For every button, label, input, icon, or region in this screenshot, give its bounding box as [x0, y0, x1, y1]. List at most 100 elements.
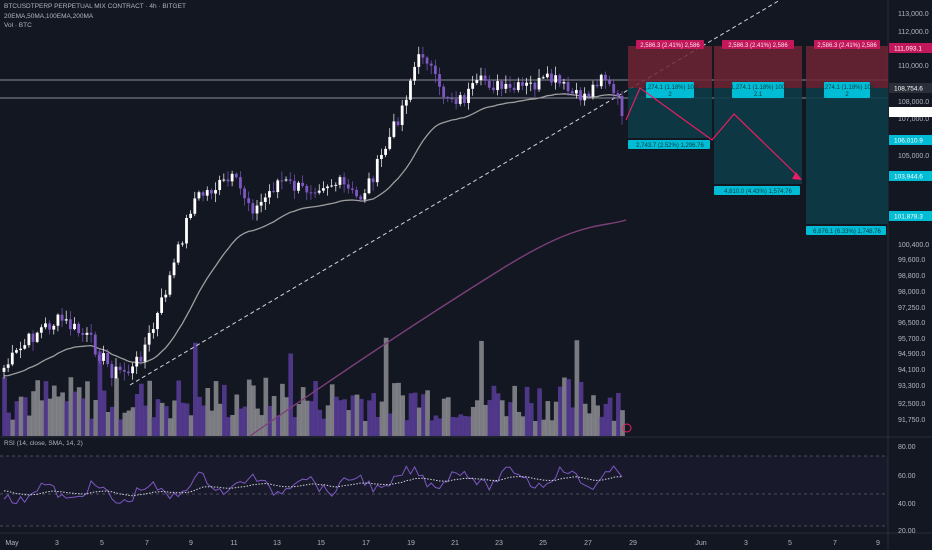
stop-zone-3	[806, 46, 888, 88]
candle-body	[168, 275, 172, 295]
rsi-tick-2: 40.00	[898, 501, 916, 508]
candle-body	[342, 177, 346, 185]
volume-bar	[147, 380, 153, 436]
volume-bar	[81, 398, 86, 436]
volume-bar	[367, 400, 372, 436]
volume-bar	[122, 412, 128, 436]
volume-bar	[371, 393, 376, 436]
volume-bar	[97, 351, 103, 436]
drawings-layer[interactable]: 2,586.3 (2.41%) 2,586 1,274.1 (1.18%) 100…	[625, 40, 888, 235]
candle-body	[454, 99, 458, 104]
candle-body	[77, 323, 81, 334]
candle-body	[218, 179, 222, 191]
candle-body	[521, 82, 524, 86]
candle-body	[222, 179, 226, 181]
candle-body	[39, 327, 43, 333]
volume-bar	[271, 395, 277, 436]
candle-body	[176, 244, 180, 263]
volume-bar	[126, 410, 132, 436]
stop-label-bg-1	[636, 40, 704, 49]
volume-bar	[454, 417, 459, 436]
candle-body	[297, 182, 300, 191]
candle-body	[380, 154, 383, 159]
volume-bar	[296, 404, 302, 436]
volume-bar	[226, 417, 231, 436]
volume-bar	[603, 403, 609, 436]
candle-body	[6, 364, 10, 368]
candle-body	[321, 188, 325, 191]
ema-line	[3, 93, 623, 377]
entry-label-bg-2	[732, 82, 784, 98]
volume-bar	[329, 384, 335, 436]
volume-bar	[172, 400, 177, 436]
volume-bar	[404, 420, 410, 436]
volume-bar	[292, 417, 298, 436]
volume-bar	[450, 416, 455, 436]
time-tick-6: 13	[273, 540, 281, 547]
candle-body	[110, 364, 114, 379]
volume-bar	[251, 385, 256, 436]
price-tick-17: 94,100.0	[898, 367, 925, 374]
target-label-2: 4,810.0 (4.43%) 1,574.76	[724, 189, 792, 195]
volume-bar	[114, 377, 119, 436]
symbol-title[interactable]: BTCUSDTPERP PERPETUAL MIX CONTRACT · 4h …	[4, 3, 186, 10]
volume-bar	[321, 418, 327, 436]
price-badge-bg-4	[889, 171, 932, 181]
volume-bar	[607, 397, 613, 436]
candle-body	[52, 325, 56, 330]
time-tick-0: May	[5, 540, 19, 547]
rsi-pane-bg	[0, 438, 888, 532]
time-tick-14: 29	[629, 540, 637, 547]
candle-body	[467, 88, 470, 104]
target-label-1: 2,743.7 (2.52%) 1,296.76	[636, 143, 704, 149]
volume-bar	[408, 393, 414, 436]
candle-body	[313, 192, 317, 194]
time-tick-8: 17	[362, 540, 370, 547]
ma-legend[interactable]: 20EMA,50MA,100EMA,200MA	[4, 13, 94, 20]
time-tick-11: 23	[495, 540, 503, 547]
candle-body	[550, 73, 553, 83]
volume-bar	[557, 386, 563, 436]
volume-bar	[445, 397, 451, 436]
volume-bar	[458, 414, 464, 436]
candle-body	[471, 83, 475, 89]
volume-bar	[205, 388, 211, 436]
candle-body	[247, 198, 251, 204]
candle-body	[446, 96, 450, 99]
price-tick-14: 96,500.0	[898, 320, 925, 327]
volume-bar	[479, 340, 484, 436]
candle-body	[23, 345, 27, 349]
time-tick-18: 7	[833, 540, 837, 547]
volume-bar	[541, 419, 547, 436]
target-label-bg-3	[806, 226, 886, 235]
candle-body	[533, 82, 537, 90]
volume-bar	[574, 340, 580, 436]
candle-body	[566, 82, 570, 92]
candle-body	[35, 332, 39, 342]
candle-body	[60, 314, 64, 321]
volume-legend[interactable]: Vol · BTC	[4, 22, 32, 29]
rsi-tick-3: 20.00	[898, 528, 916, 535]
candle-body	[570, 91, 574, 94]
volume-bar	[528, 403, 534, 436]
stop-label-3: 2,586.3 (2.41%) 2,586	[817, 43, 877, 49]
candle-body	[429, 63, 433, 66]
volume-bar	[553, 401, 559, 436]
volume-bar	[611, 420, 617, 436]
volume-bar	[93, 399, 99, 436]
rsi-line	[3, 465, 623, 505]
volume-bar	[487, 400, 493, 436]
volume-bar	[60, 392, 65, 436]
volume-bar	[130, 407, 136, 436]
rsi-legend[interactable]: RSI (14, close, SMA, 14, 2)	[4, 440, 83, 447]
candle-body	[330, 185, 334, 187]
rsi-sma-line	[3, 476, 622, 497]
volume-bar	[163, 406, 169, 436]
volume-bar	[537, 388, 542, 436]
candle-body	[143, 344, 147, 362]
volume-bar	[263, 377, 269, 436]
stop-label-2: 2,586.3 (2.41%) 2,586	[728, 43, 788, 49]
entry-label-1: 1,274.1 (1.18%) 100	[643, 85, 698, 91]
price-tick-4: 108,000.0	[898, 99, 929, 106]
